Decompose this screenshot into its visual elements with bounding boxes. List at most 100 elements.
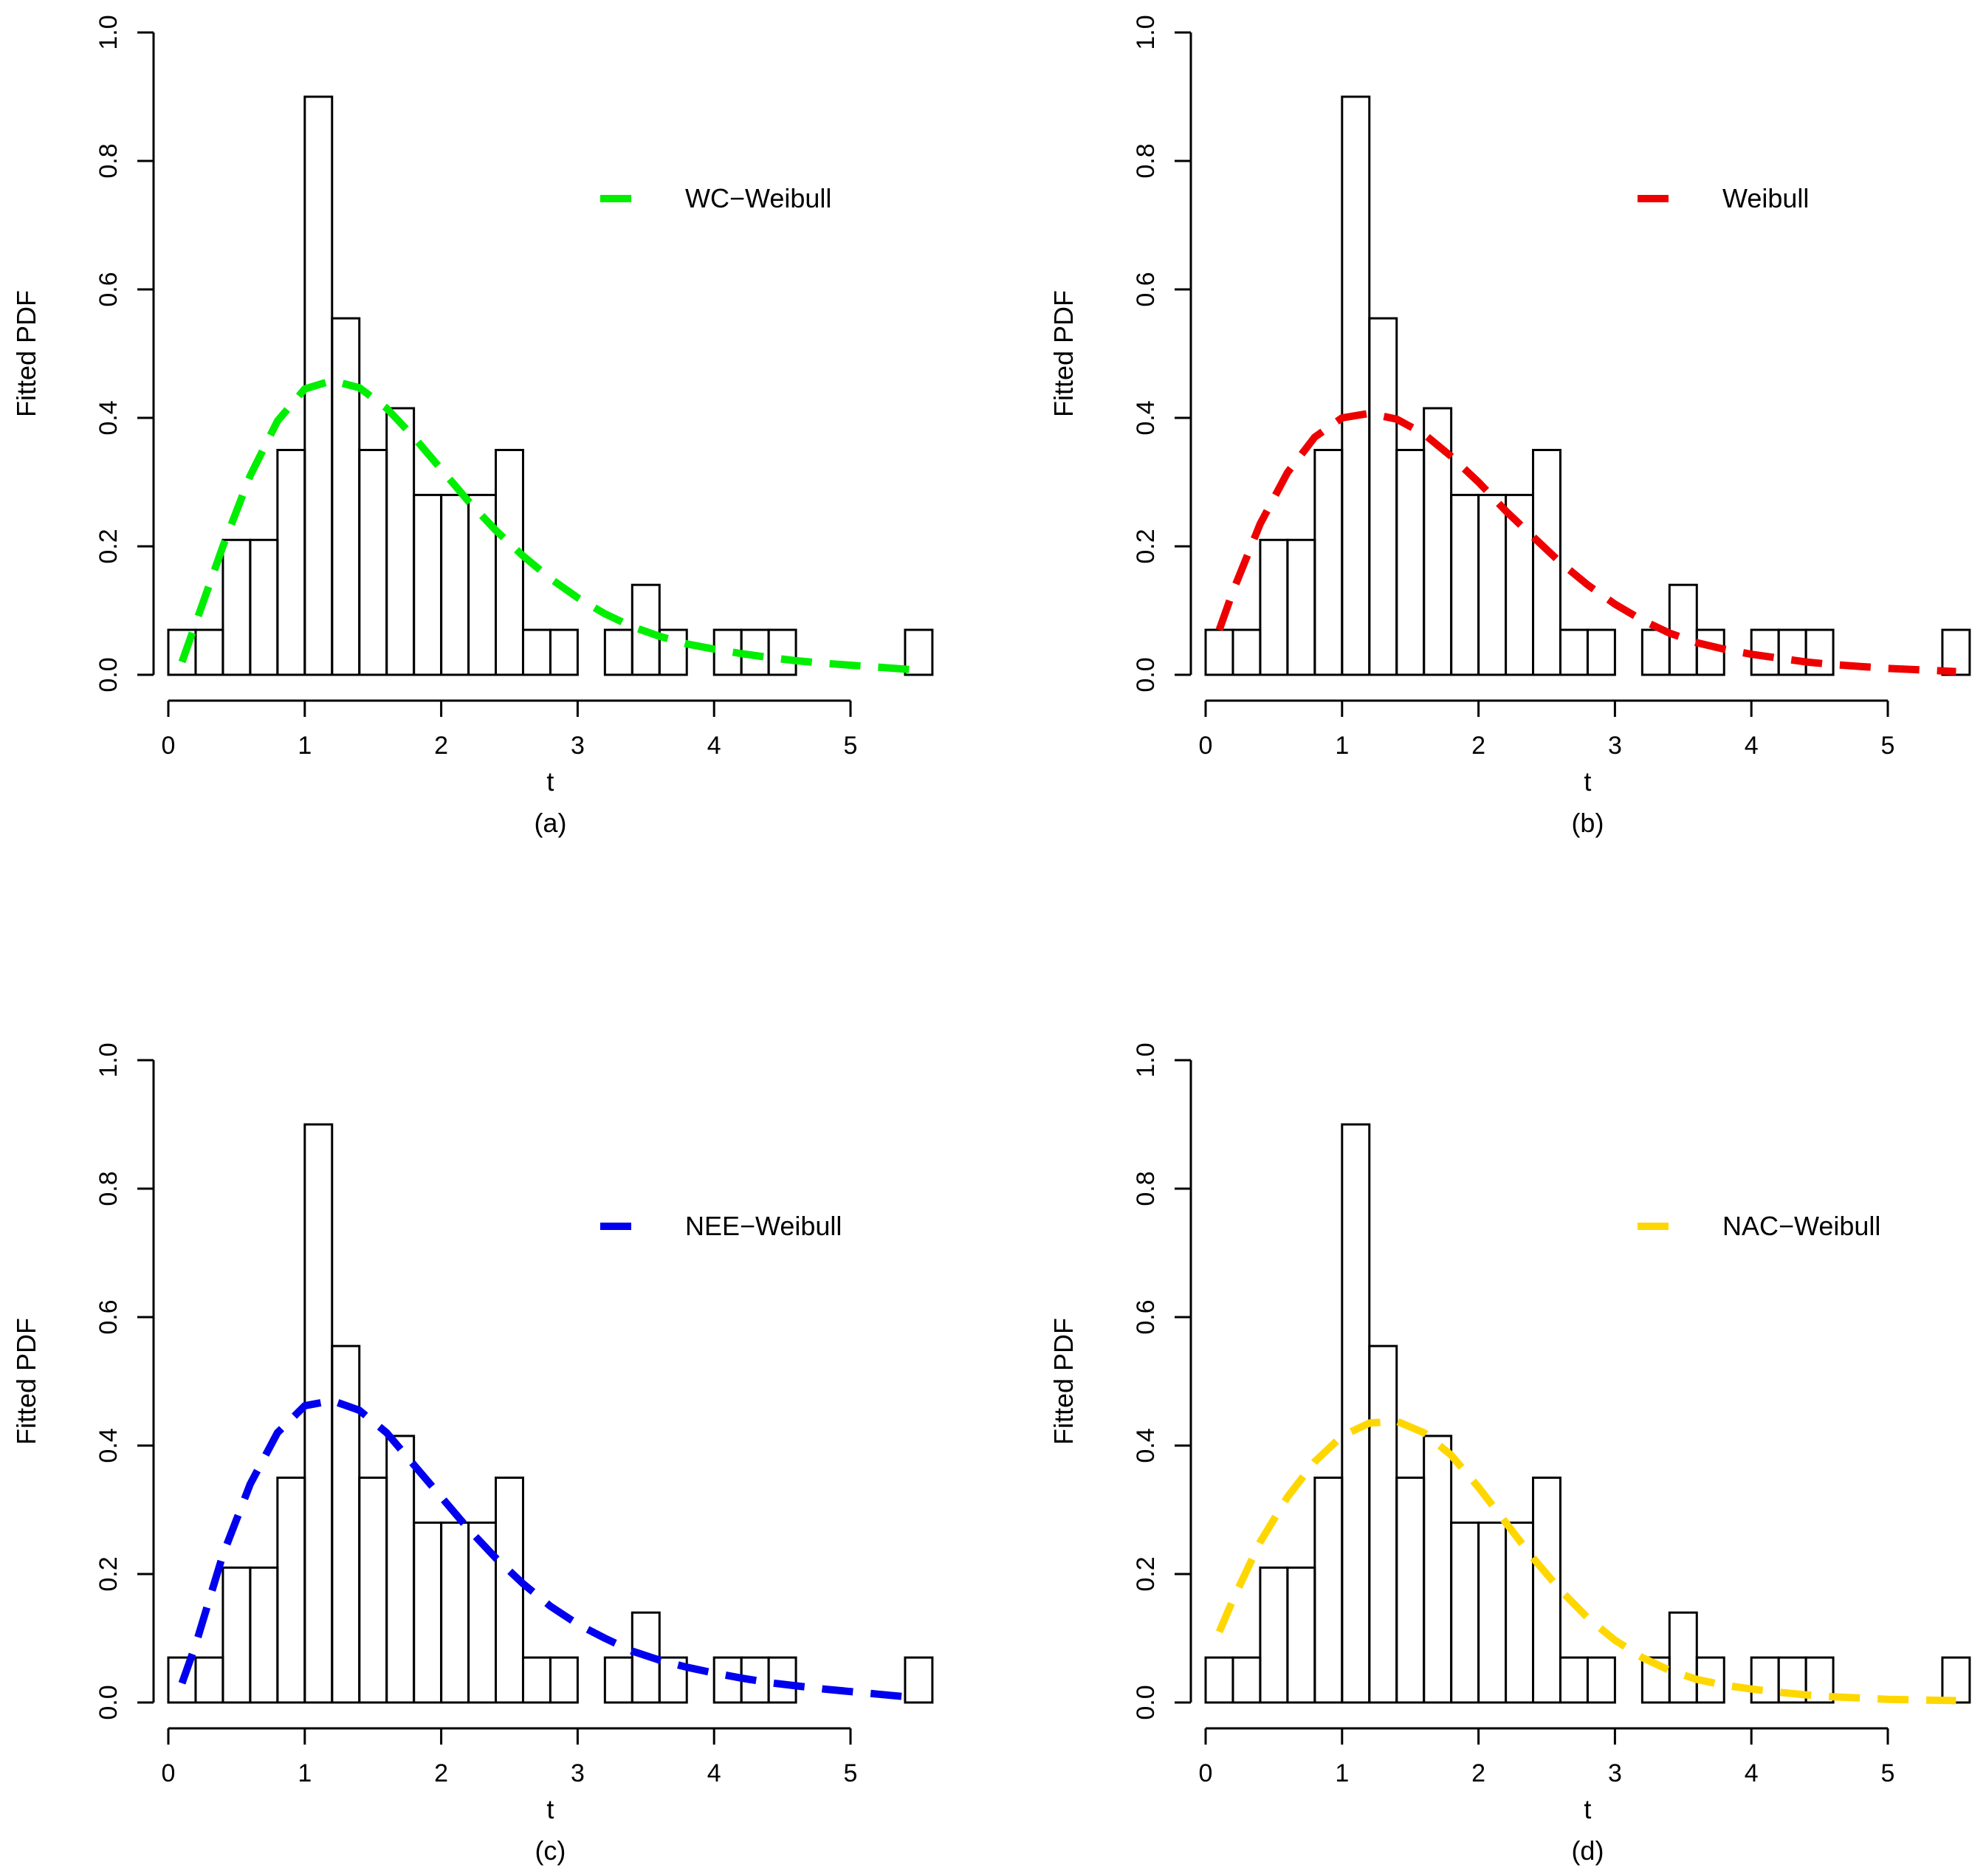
x-tick-label: 2 (434, 732, 448, 760)
fitted-pdf-curve (178, 377, 913, 673)
x-tick-label: 3 (1608, 732, 1622, 760)
histogram-bar (1804, 1656, 1835, 1704)
y-tick-label: 0.8 (1132, 143, 1160, 178)
histogram-bar (521, 628, 552, 676)
histogram-bar (1668, 1611, 1698, 1704)
histogram-bar (331, 317, 361, 676)
histogram-bar (303, 1123, 334, 1704)
y-tick-label: 0.2 (95, 529, 123, 563)
y-tick-label: 0.0 (1132, 657, 1160, 692)
x-tick-label: 0 (1199, 1759, 1213, 1787)
legend-label: Weibull (1722, 183, 1809, 213)
histogram-bar (1450, 493, 1480, 676)
chart-panel-c: 0.0 0.2 0.4 0.6 0.8 1.0 0 1 2 3 4 5 t Fitted PDF (c) NE… (11, 1042, 934, 1866)
x-tick-label: 5 (1881, 732, 1895, 760)
histogram-bar (1204, 628, 1234, 676)
x-tick-label: 3 (1608, 1759, 1622, 1787)
histogram-bar (1505, 1521, 1535, 1704)
x-tick-label: 4 (707, 732, 721, 760)
histogram-bar (221, 538, 252, 676)
histogram-bar (249, 1566, 279, 1704)
histogram-bar (1395, 1477, 1426, 1704)
y-tick-label: 0.4 (95, 400, 123, 435)
histogram-bar (249, 538, 279, 676)
y-tick-label: 0.0 (95, 1685, 123, 1719)
y-tick-label: 0.8 (1132, 1171, 1160, 1206)
y-axis-title: Fitted PDF (11, 290, 41, 417)
y-tick-label: 1.0 (1132, 15, 1160, 49)
histogram-bar (1423, 1435, 1453, 1704)
y-tick-label: 0.8 (95, 143, 123, 178)
y-tick-label: 0.0 (95, 657, 123, 692)
histogram-bar (767, 1656, 797, 1704)
x-axis-title: t (546, 766, 554, 797)
histogram-bar (1586, 1656, 1616, 1704)
legend-label: NEE−Weibull (685, 1211, 842, 1241)
x-tick-label: 5 (844, 1759, 858, 1787)
histogram-bar (1640, 628, 1671, 676)
histogram-bar (1941, 628, 1971, 676)
histogram-bar (440, 493, 470, 676)
y-tick-label: 0.2 (1132, 1556, 1160, 1591)
histogram-bar (1231, 628, 1262, 676)
histogram-bar (1313, 1477, 1344, 1704)
histogram-bar (549, 628, 579, 676)
legend-label: WC−Weibull (685, 183, 831, 213)
histogram-bar (1368, 317, 1398, 676)
y-tick-label: 0.6 (1132, 272, 1160, 306)
histogram-bar (1586, 628, 1616, 676)
panel-caption: (a) (534, 808, 566, 838)
panel-caption: (d) (1571, 1835, 1604, 1866)
histogram-bar (1695, 628, 1725, 676)
histogram-bar (521, 1656, 552, 1704)
y-tick-label: 1.0 (95, 1042, 123, 1077)
legend-label: NAC−Weibull (1722, 1211, 1880, 1241)
histogram-bar (1559, 1656, 1589, 1704)
x-tick-label: 0 (1199, 732, 1213, 760)
histogram-bar (1368, 1344, 1398, 1704)
x-tick-label: 5 (1881, 1759, 1895, 1787)
fitted-pdf-curve (1215, 1417, 1956, 1705)
histogram-bar (1941, 1656, 1971, 1704)
histogram-bar (221, 1566, 252, 1704)
fitted-pdf-curve (178, 1397, 913, 1701)
histogram-bar (276, 1477, 306, 1704)
histogram-bar (194, 628, 224, 676)
histogram-bar (1532, 449, 1561, 676)
y-axis-title: Fitted PDF (11, 1318, 41, 1445)
histogram-bar (1286, 1566, 1316, 1704)
x-tick-label: 0 (162, 1759, 176, 1787)
histogram-bar (1231, 1656, 1262, 1704)
histogram-bar (1204, 1656, 1234, 1704)
histogram-bar (440, 1521, 470, 1704)
x-tick-label: 4 (1745, 1759, 1759, 1787)
x-tick-label: 1 (298, 732, 312, 760)
histogram-bar (904, 628, 934, 676)
x-axis-title: t (1584, 766, 1591, 797)
histogram-bar (276, 449, 306, 676)
y-tick-label: 1.0 (95, 15, 123, 49)
y-tick-label: 0.2 (95, 1556, 123, 1591)
histogram-bar (658, 628, 688, 676)
histogram-bar (413, 493, 443, 676)
x-tick-label: 1 (1335, 1759, 1349, 1787)
histogram-bar (1395, 449, 1426, 676)
histogram-bar (1477, 1521, 1508, 1704)
histogram-bar (358, 449, 388, 676)
histogram-bar (1286, 538, 1316, 676)
y-tick-label: 0.4 (95, 1428, 123, 1463)
histogram-bar (904, 1656, 934, 1704)
x-axis-title: t (546, 1794, 554, 1824)
x-tick-label: 2 (1471, 732, 1485, 760)
histogram-bar (358, 1477, 388, 1704)
histogram-bar (549, 1656, 579, 1704)
chart-panel-b: 0.0 0.2 0.4 0.6 0.8 1.0 0 1 2 3 4 5 t Fitted PDF (b) We… (1048, 15, 1971, 838)
histogram-bar (1341, 1123, 1371, 1704)
fitted-pdf-curve (1215, 409, 1956, 676)
histogram-bar (603, 628, 633, 676)
x-tick-label: 3 (571, 732, 585, 760)
y-tick-label: 1.0 (1132, 1042, 1160, 1077)
histogram-bar (495, 1477, 524, 1704)
histogram-bar (385, 407, 416, 676)
